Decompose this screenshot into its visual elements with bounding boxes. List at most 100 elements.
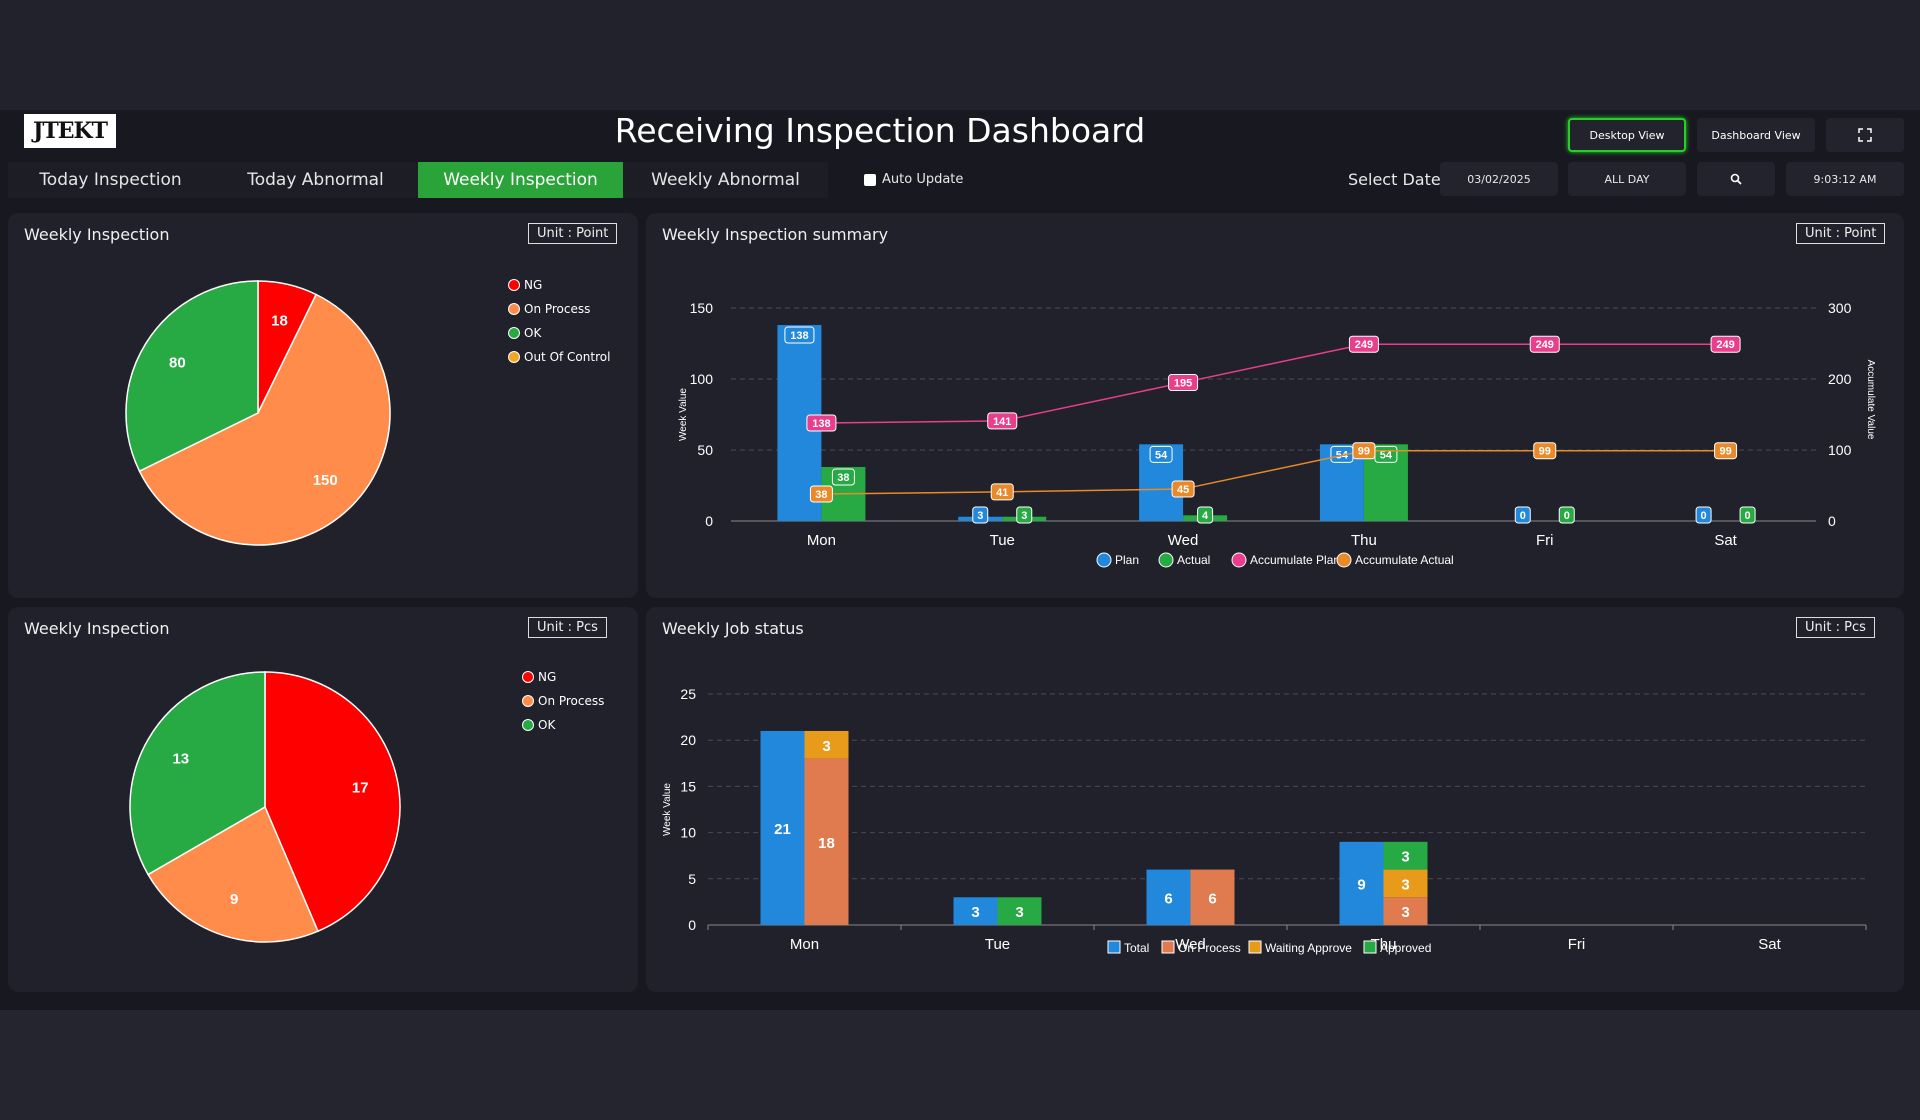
y2-tick-label: 300 [1828,300,1852,316]
pie-chart-pcs: 17 9 13 [129,671,401,943]
data-label-box [1710,335,1741,353]
legend-label-plan: Plan [1115,553,1139,567]
x-tick-label: Wed [1175,936,1206,953]
data-label-box [987,412,1018,430]
y-tick-label: 25 [680,686,696,702]
y-tick-label: 5 [688,871,696,887]
x-tick-label: Thu [1351,532,1377,549]
data-label: 3 [977,510,983,522]
unit-badge: Unit : Pcs [528,617,607,638]
legend-ok[interactable]: OK [522,718,555,732]
data-label-box [1739,506,1756,524]
data-label: 45 [1177,484,1189,496]
x-tick-label: Thu [1371,936,1397,953]
y-tick-label: 0 [705,513,713,529]
data-label: 249 [1355,339,1373,351]
panel-weekly-inspection-summary: Weekly Inspection summary Unit : Point 0… [646,213,1904,598]
data-label-box [1558,506,1575,524]
data-label-box [1352,442,1376,460]
panel-title: Weekly Inspection [24,619,170,638]
search-icon [1730,173,1742,185]
tab-today-inspection[interactable]: Today Inspection [8,162,213,198]
tab-today-abnormal[interactable]: Today Abnormal [213,162,418,198]
y2-tick-label: 100 [1828,442,1852,458]
bar-value-label: 21 [774,821,791,838]
y-tick-label: 20 [680,732,696,748]
x-tick-label: Tue [985,936,1010,953]
dashboard-view-button[interactable]: Dashboard View [1697,118,1815,152]
legend-marker-waiting-approve [1248,940,1262,954]
unit-badge: Unit : Pcs [1796,617,1875,638]
date-picker[interactable]: 03/02/2025 [1440,162,1558,196]
legend-label-on-process: On Process [1178,941,1241,955]
legend-ng[interactable]: NG [508,278,542,292]
page-title: Receiving Inspection Dashboard [614,111,1146,150]
bar-total [1339,841,1384,925]
legend-ok-marker [508,327,520,339]
tab-weekly-abnormal[interactable]: Weekly Abnormal [623,162,828,198]
bar-on-process [1383,897,1428,925]
data-label-box [831,468,855,486]
legend-ng-label: NG [538,670,557,684]
jtekt-logo: JTEKT [24,114,116,148]
desktop-view-button[interactable]: Desktop View [1568,118,1686,152]
legend-ok-label: OK [524,326,542,340]
top-background [0,0,1920,110]
legend-marker-actual [1158,552,1174,568]
bar-value-label: 18 [818,835,835,852]
legend-label-accumulate-plan: Accumulate Plan [1250,553,1340,567]
legend-marker-plan [1096,552,1112,568]
legend-out-of-control-label: Out Of Control [524,350,611,364]
legend-marker-accumulate-actual [1336,552,1352,568]
legend-on-process-marker [522,695,534,707]
legend-out-of-control[interactable]: Out Of Control [508,350,610,364]
y2-tick-label: 200 [1828,371,1852,387]
pie-slice-label: 9 [230,891,238,908]
legend-ok[interactable]: OK [508,326,541,340]
y-tick-label: 0 [688,917,696,933]
data-label: 249 [1536,339,1554,351]
bar-on-process [804,758,849,925]
panel-weekly-inspection-pcs: Weekly Inspection Unit : Pcs 17 9 13 NG On… [8,607,638,992]
pie-chart-point: 18 150 80 [125,280,391,546]
search-button[interactable] [1697,162,1775,196]
x-tick-label: Wed [1168,532,1199,549]
bar-total [953,897,998,925]
data-label: 0 [1564,510,1570,522]
legend-label-accumulate-actual: Accumulate Actual [1355,553,1454,567]
data-label-box [1016,506,1033,524]
y-axis-label: Week Value [678,388,689,441]
line-accumulate-plan [821,343,1726,424]
tab-weekly-inspection[interactable]: Weekly Inspection [418,162,623,198]
legend-on-process[interactable]: On Process [522,694,604,708]
data-label: 138 [790,330,808,342]
panel-title: Weekly Inspection [24,225,170,244]
bar-value-label: 3 [1015,904,1023,921]
y2-tick-label: 0 [1828,513,1836,529]
auto-update-checkbox[interactable] [864,173,876,186]
unit-badge: Unit : Point [1796,223,1886,244]
shift-select[interactable]: ALL DAY [1568,162,1686,196]
data-label: 3 [1021,510,1027,522]
auto-update-toggle[interactable]: Auto Update [864,172,963,187]
fullscreen-button[interactable] [1826,118,1904,152]
y2-axis-label: Accumulate Value [1865,360,1876,440]
panel-weekly-inspection-point: Weekly Inspection Unit : Point 18 150 80 N… [8,213,638,598]
bar-approved [997,897,1042,925]
data-label-box [1533,442,1557,460]
data-label-box [1695,506,1712,524]
bar-value-label: 6 [1164,890,1172,907]
x-tick-label: Mon [807,532,836,549]
data-label: 54 [1380,449,1393,461]
legend-on-process[interactable]: On Process [508,302,590,316]
bar-value-label: 3 [1401,876,1409,893]
data-label: 195 [1174,378,1192,390]
legend-on-process-label: On Process [538,694,605,708]
panel-title: Weekly Inspection summary [662,225,889,244]
legend-ng[interactable]: NG [522,670,556,684]
bar-value-label: 3 [1401,904,1409,921]
data-label: 38 [815,489,827,501]
y-tick-label: 10 [680,825,696,841]
data-label: 54 [1155,449,1168,461]
legend-on-process-marker [508,303,520,315]
